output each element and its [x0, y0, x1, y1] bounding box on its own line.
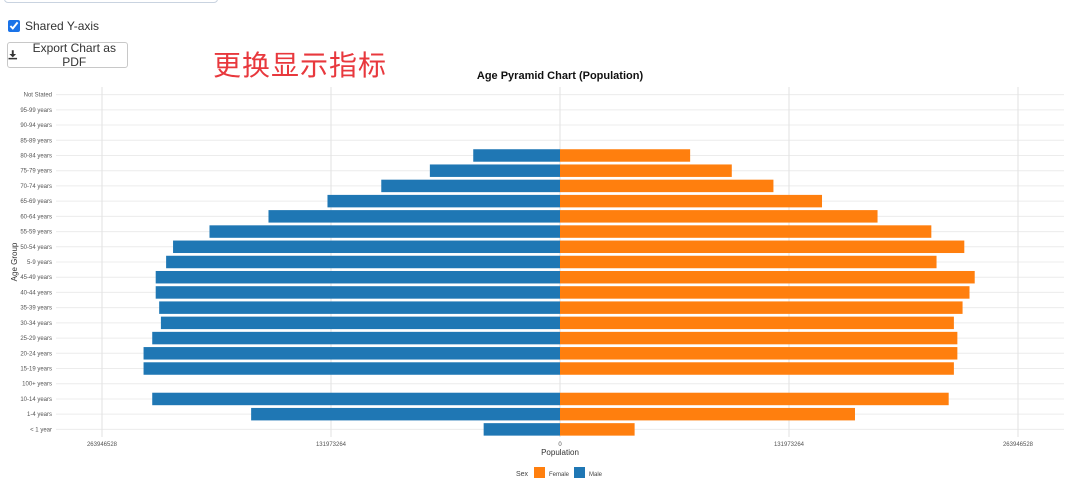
x-axis-title: Population [541, 448, 579, 457]
bar-male [381, 179, 560, 193]
bar-male [251, 407, 561, 421]
y-tick-label: 100+ years [22, 382, 52, 388]
y-tick-label: 95-99 years [20, 108, 52, 114]
y-tick-label: 20-24 years [20, 351, 52, 357]
y-tick-label: 10-14 years [20, 397, 52, 403]
y-tick-label: 45-49 years [20, 275, 52, 281]
bar-male [166, 255, 560, 269]
shared-y-axis-checkbox[interactable] [8, 20, 20, 32]
bar-female [560, 194, 823, 208]
bar-male [209, 225, 560, 238]
y-tick-label: 75-79 years [20, 169, 52, 175]
y-tick-label: 25-29 years [20, 336, 52, 342]
y-tick-label: 90-94 years [20, 123, 52, 129]
y-tick-label: 40-44 years [20, 290, 52, 296]
bar-female [560, 240, 965, 254]
bar-male [173, 240, 560, 254]
y-tick-label: 35-39 years [20, 306, 52, 312]
bar-female [560, 210, 878, 223]
y-tick-label: 15-19 years [20, 367, 52, 373]
bar-female [560, 392, 949, 406]
bar-female [560, 286, 970, 299]
y-axis-title: Age Group [10, 242, 19, 281]
bar-female [560, 301, 963, 314]
annotation-text: 更换显示指标 [213, 49, 388, 82]
y-tick-label: 30-34 years [20, 321, 52, 327]
export-pdf-label: Export Chart as PDF [32, 41, 116, 69]
x-tick-label: 131973264 [316, 442, 347, 448]
legend-swatch-female [534, 467, 545, 478]
legend: Sex Female Male [516, 467, 603, 478]
x-tick-label: 263946528 [87, 442, 118, 448]
bar-male [155, 286, 560, 299]
y-tick-label: 70-74 years [20, 184, 52, 190]
bar-male [483, 423, 560, 436]
bar-female [560, 362, 954, 375]
legend-label-female: Female [549, 472, 570, 478]
bar-female [560, 347, 958, 360]
bar-female [560, 149, 691, 162]
x-tick-label: 131973264 [774, 442, 805, 448]
bar-female [560, 316, 954, 330]
bar-male [327, 194, 560, 208]
download-icon [8, 50, 18, 60]
y-tick-label: 85-89 years [20, 138, 52, 144]
bar-male [268, 210, 560, 223]
bar-male [160, 316, 561, 330]
bar-female [560, 423, 635, 436]
y-tick-label: < 1 year [30, 427, 52, 433]
export-pdf-button[interactable]: Export Chart as PDF [7, 41, 128, 69]
y-tick-label: 55-59 years [20, 230, 52, 236]
bar-female [560, 407, 855, 421]
bar-female [560, 225, 932, 238]
bar-male [159, 301, 560, 314]
legend-swatch-male [574, 467, 585, 478]
y-tick-label: 5-9 years [27, 260, 52, 266]
y-tick-label: Not Stated [24, 93, 52, 99]
y-tick-label: 65-69 years [20, 199, 52, 205]
y-tick-label: 50-54 years [20, 245, 52, 251]
bar-female [560, 255, 937, 269]
bar-male [143, 362, 561, 375]
x-tick-label: 263946528 [1003, 442, 1034, 448]
shared-y-axis-toggle[interactable]: Shared Y-axis [8, 18, 99, 34]
bar-female [560, 164, 732, 177]
bar-male [155, 270, 560, 284]
bar-male [429, 164, 560, 177]
y-tick-label: 80-84 years [20, 153, 52, 159]
legend-title: Sex [516, 471, 529, 478]
chart-title: Age Pyramid Chart (Population) [477, 70, 644, 82]
shared-y-axis-label: Shared Y-axis [25, 19, 100, 33]
bar-male [152, 331, 560, 345]
bars [143, 149, 975, 436]
axis-labels: Not Stated 95-99 years 90-94 years 85-89 ye… [20, 93, 1033, 448]
y-tick-label: 1-4 years [27, 412, 52, 418]
y-tick-label: 60-64 years [20, 214, 52, 220]
bar-male [473, 149, 560, 162]
bar-male [143, 347, 561, 360]
bar-male [152, 392, 560, 406]
x-tick-label: 0 [558, 442, 562, 448]
legend-label-male: Male [589, 472, 603, 478]
bar-female [560, 270, 975, 284]
bar-female [560, 179, 774, 193]
bar-female [560, 331, 958, 345]
